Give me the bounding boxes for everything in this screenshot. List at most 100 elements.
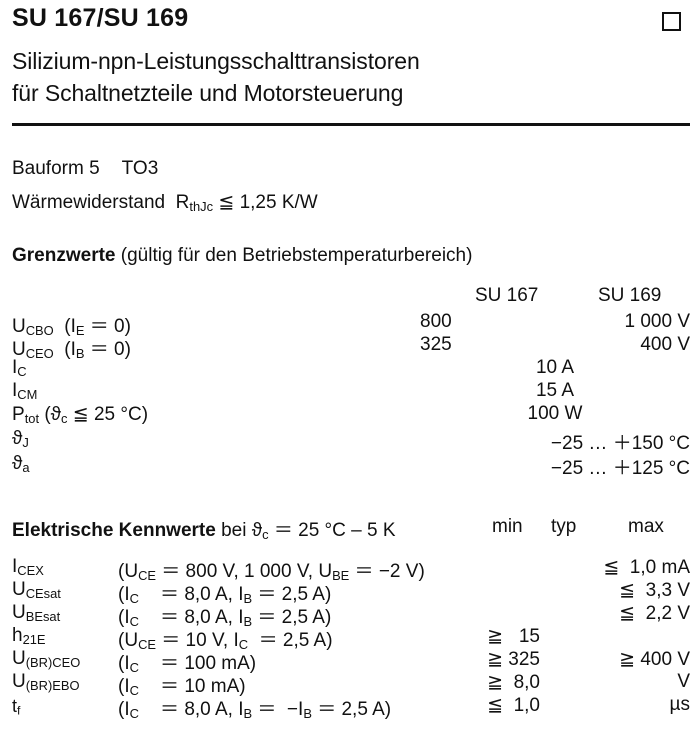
- cond-b-sub: B: [243, 705, 253, 721]
- limit-symbol-subscript: J: [22, 434, 29, 450]
- limit-symbol: I: [12, 380, 18, 401]
- characteristic-condition: (IC ＝ 100 mA): [118, 648, 256, 675]
- characteristic-symbol-base: h: [12, 625, 23, 646]
- thermal-value: 1,25 K/W: [239, 192, 318, 213]
- cond-c: ＝ −2 V): [349, 561, 425, 582]
- characteristic-symbol-subscript: CEsat: [25, 585, 61, 601]
- characteristic-symbol: ICEX: [12, 556, 44, 578]
- characteristic-value-max: ≦ 3,3 V: [619, 580, 690, 601]
- limit-symbol: ϑ: [12, 453, 23, 474]
- cond-b: ＝ 800 V, 1 000 V, U: [156, 561, 333, 582]
- limit-symbol-subscript: tot: [24, 410, 40, 426]
- cond-c: ＝ 2,5 A): [252, 584, 332, 605]
- limit-symbol: U: [12, 339, 26, 360]
- cond-b-sub: BE: [332, 567, 350, 583]
- characteristic-value-max: V: [677, 671, 690, 692]
- characteristic-value-max: ≦ 1,0 mA: [603, 557, 690, 578]
- column-header-typ: typ: [551, 516, 577, 537]
- characteristic-symbol-base: U: [12, 671, 26, 692]
- characteristic-symbol-subscript: (BR)EBO: [25, 677, 80, 693]
- limit-row-label: IC: [12, 357, 27, 379]
- characteristic-symbol: tf: [12, 696, 20, 718]
- column-header-min: min: [492, 516, 523, 537]
- cond-b-sub: B: [243, 590, 253, 606]
- cond-a: (I: [118, 676, 130, 697]
- cond-a: (U: [118, 561, 139, 582]
- characteristics-heading-rest: bei ϑ: [215, 520, 263, 541]
- limit-value-span: −25 … ＋125 °C: [550, 458, 690, 479]
- limits-heading-rest: (gültig für den Betriebstemperaturbereic…: [115, 245, 473, 266]
- characteristic-symbol: UBEsat: [12, 602, 60, 624]
- cond-a: (I: [118, 584, 130, 605]
- limit-symbol-subscript: CBO: [25, 322, 54, 338]
- column-header-max: max: [628, 516, 664, 537]
- square-outline-icon: [662, 12, 681, 31]
- limit-condition-rest: ＝ 0): [84, 339, 131, 360]
- limit-symbol-subscript: C: [17, 363, 27, 379]
- limit-row-label: UCBO (IE ＝ 0): [12, 311, 131, 338]
- limit-symbol-subscript: a: [22, 459, 30, 475]
- thermal-label: Wärmewiderstand: [12, 192, 166, 213]
- characteristic-condition: (IC ＝ 8,0 A, IB ＝ 2,5 A): [118, 579, 331, 606]
- limit-condition: (ϑ: [44, 404, 62, 425]
- characteristic-symbol-base: U: [12, 602, 26, 623]
- limit-value-su169: 400 V: [640, 334, 690, 355]
- limit-value-span: 100 W: [527, 403, 583, 424]
- bauform-value: TO3: [121, 158, 159, 179]
- limit-row-label: ϑa: [12, 453, 30, 475]
- thermal-symbol-subscript: thJc: [189, 198, 214, 214]
- cond-a: (U: [118, 630, 139, 651]
- limit-row-label: ϑJ: [12, 428, 29, 450]
- characteristic-condition: (IC ＝ 8,0 A, IB ＝ −IB ＝ 2,5 A): [118, 694, 391, 721]
- characteristic-symbol-base: U: [12, 579, 26, 600]
- limit-condition-subscript: E: [75, 322, 85, 338]
- cond-a: (I: [118, 653, 130, 674]
- column-header-su169: SU 169: [598, 285, 662, 306]
- package-row: Bauform 5 TO3: [12, 158, 158, 180]
- cond-b: ＝ 8,0 A, I: [138, 584, 244, 605]
- cond-a-sub: C: [129, 682, 139, 698]
- characteristic-symbol: UCEsat: [12, 579, 61, 601]
- characteristic-value-min: ≧ 15: [487, 626, 540, 647]
- characteristics-heading-tail: ＝ 25 °C – 5 K: [268, 520, 396, 541]
- characteristic-condition: (UCE ＝ 10 V, IC ＝ 2,5 A): [118, 625, 333, 652]
- cond-b: ＝ 10 V, I: [156, 630, 239, 651]
- thermal-resistance-row: Wärmewiderstand RthJc ≦ 1,25 K/W: [12, 191, 318, 214]
- limit-symbol: ϑ: [12, 428, 23, 449]
- limit-condition-subscript: c: [61, 410, 68, 426]
- limit-row-label: Ptot (ϑc ≦ 25 °C): [12, 403, 148, 426]
- column-header-su167: SU 167: [475, 285, 539, 306]
- cond-c: ＝ −I: [252, 699, 304, 720]
- characteristic-symbol-subscript: BEsat: [25, 608, 61, 624]
- subtitle-line-2: für Schaltnetzteile und Motorsteuerung: [12, 80, 404, 106]
- limit-condition-rest: ≦ 25 °C): [67, 404, 149, 425]
- cond-a-sub: C: [129, 659, 139, 675]
- characteristics-heading: Elektrische Kennwerte bei ϑc ＝ 25 °C – 5…: [12, 515, 396, 542]
- characteristics-heading-subscript: c: [262, 526, 269, 542]
- cond-b: ＝ 10 mA): [138, 676, 246, 697]
- cond-b-sub: C: [238, 636, 249, 652]
- characteristic-value-min: ≦ 1,0: [487, 695, 540, 716]
- header-divider: [12, 123, 690, 126]
- cond-a: (I: [118, 607, 130, 628]
- limit-symbol-subscript: CEO: [25, 345, 54, 361]
- limits-heading-bold: Grenzwerte: [12, 245, 116, 266]
- characteristic-symbol-base: U: [12, 648, 26, 669]
- limit-symbol-subscript: CM: [17, 386, 38, 402]
- limit-symbol: I: [12, 357, 18, 378]
- thermal-symbol: R: [175, 192, 190, 213]
- cond-b: ＝ 100 mA): [138, 653, 257, 674]
- cond-c: ＝ 2,5 A): [252, 607, 332, 628]
- characteristic-symbol-subscript: f: [17, 703, 21, 718]
- characteristic-symbol: U(BR)EBO: [12, 671, 80, 693]
- limit-condition: (I: [64, 339, 76, 360]
- characteristic-value-min: ≧ 325: [487, 649, 540, 670]
- limit-condition-rest: ＝ 0): [84, 316, 131, 337]
- characteristic-symbol-base: t: [12, 696, 18, 716]
- thermal-relation: ≦: [218, 192, 235, 213]
- cond-b: ＝ 8,0 A, I: [138, 607, 244, 628]
- characteristic-symbol: h21E: [12, 625, 46, 647]
- characteristics-heading-bold: Elektrische Kennwerte: [12, 520, 216, 541]
- cond-a-sub: C: [129, 613, 139, 629]
- cond-c-sub: B: [303, 705, 312, 721]
